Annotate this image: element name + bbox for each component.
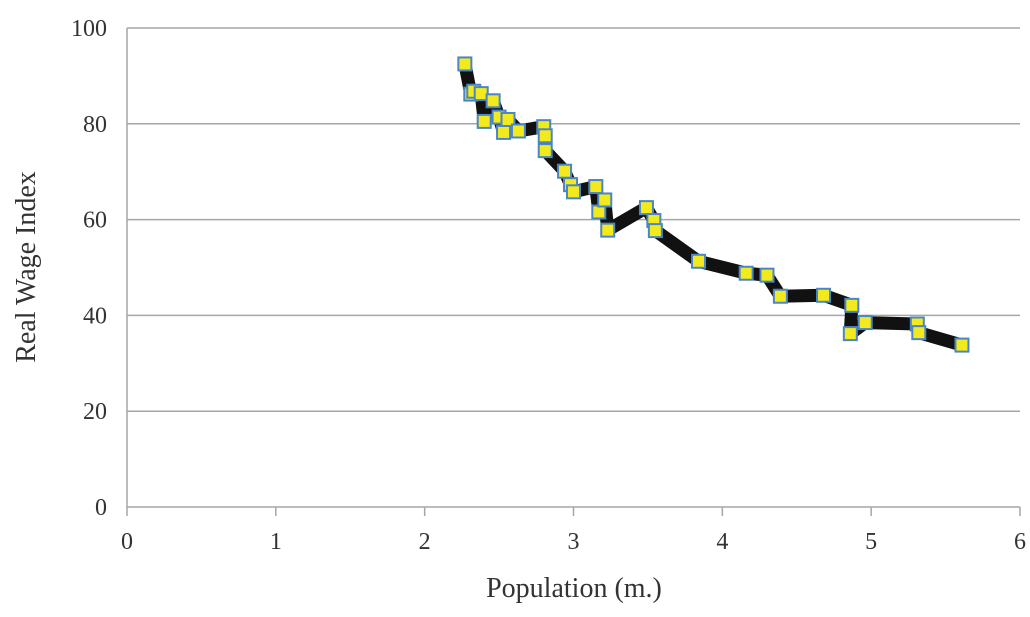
y-tick-label: 60	[83, 208, 107, 234]
data-point-marker	[588, 179, 604, 195]
data-point-marker	[557, 163, 573, 179]
data-point-marker	[496, 124, 512, 140]
data-point-marker	[510, 123, 526, 139]
data-point-marker	[647, 223, 663, 239]
x-tick-label: 5	[865, 529, 877, 555]
x-tick-label: 2	[419, 529, 431, 555]
x-tick-label: 3	[568, 529, 580, 555]
data-point-marker	[600, 222, 616, 238]
data-point-marker	[911, 325, 927, 341]
y-tick-label: 20	[83, 399, 107, 425]
data-point-marker	[485, 93, 501, 109]
data-point-marker	[844, 297, 860, 313]
data-point-marker	[842, 326, 858, 342]
x-tick-label: 6	[1014, 529, 1026, 555]
y-axis-title: Real Wage Index	[11, 171, 42, 363]
data-point-marker	[566, 184, 581, 200]
data-point-marker	[500, 111, 516, 127]
y-tick-label: 0	[95, 495, 107, 521]
y-tick-label: 100	[71, 16, 107, 42]
data-point-marker	[476, 113, 492, 129]
x-tick-label: 4	[716, 529, 728, 555]
data-point-marker	[738, 265, 754, 281]
data-point-marker	[638, 200, 654, 216]
axes	[126, 28, 1021, 516]
gridlines	[127, 27, 1020, 412]
tick-labels: 0 20 40 60 80 100 0 1 2 3 4 5 6	[71, 16, 1026, 555]
series-markers	[457, 56, 970, 353]
data-point-marker	[537, 128, 553, 144]
x-tick-label: 1	[270, 529, 282, 555]
data-point-marker	[772, 288, 788, 304]
data-point-marker	[457, 56, 473, 72]
x-axis-title: Population (m.)	[486, 573, 662, 604]
series-line-path	[458, 57, 969, 352]
data-point-marker	[597, 192, 613, 208]
y-tick-label: 80	[83, 112, 107, 138]
data-point-marker	[537, 143, 553, 159]
x-tick-label: 0	[121, 529, 133, 555]
data-point-marker	[954, 337, 970, 353]
data-point-marker	[816, 287, 832, 303]
data-point-marker	[691, 253, 707, 269]
series-line	[458, 57, 969, 352]
y-tick-label: 40	[83, 303, 107, 329]
data-point-marker	[857, 315, 873, 331]
data-point-marker	[759, 267, 775, 283]
